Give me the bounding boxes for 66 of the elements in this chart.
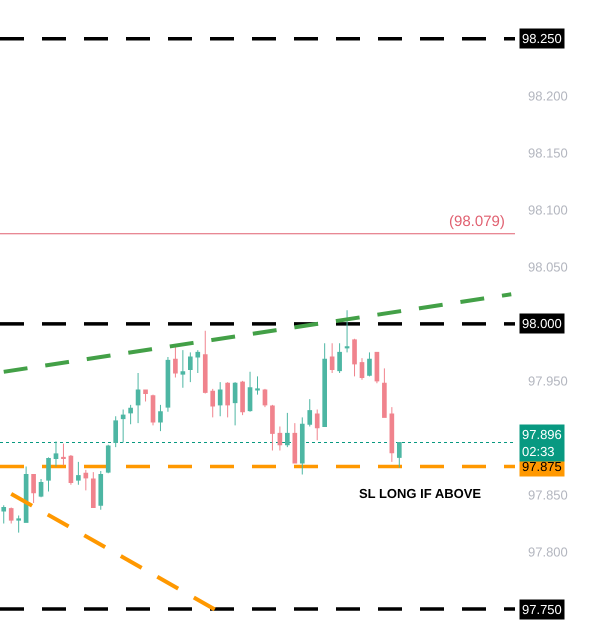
candlestick (374, 352, 380, 384)
ref-line-label: 97.896 02:33 (522, 427, 562, 459)
candlestick (195, 350, 200, 374)
candlestick (352, 338, 357, 377)
candlestick (262, 388, 268, 408)
y-tick-label: 98.050 (528, 259, 568, 274)
candlestick (158, 404, 163, 432)
candlestick (360, 358, 364, 380)
candlestick (367, 352, 372, 377)
candlestick (143, 390, 148, 402)
candlestick (240, 380, 245, 416)
candlestick (46, 456, 51, 492)
candlestick (31, 474, 36, 504)
candlestick (322, 342, 327, 428)
candlestick (330, 342, 334, 374)
candlestick (76, 461, 81, 486)
candlestick (113, 416, 118, 448)
candlestick (128, 404, 133, 425)
y-tick-label: 98.200 (528, 88, 568, 104)
candlestick (188, 352, 193, 383)
candlestick (210, 388, 216, 418)
candlestick (218, 382, 223, 417)
candlestick (166, 356, 170, 412)
candlestick (150, 394, 156, 426)
candlestick (98, 470, 104, 510)
y-tick-label: 97.800 (528, 544, 568, 560)
y-tick-label: 98.100 (528, 202, 568, 218)
candlestick (202, 330, 208, 394)
y-tick-label: 97.850 (528, 488, 568, 503)
candlestick (396, 442, 402, 468)
candlestick (106, 444, 111, 474)
candlestick (278, 426, 282, 451)
y-tick-label: 97.950 (528, 373, 568, 388)
ref-line-label: 98.000 (522, 316, 562, 331)
candlestick (292, 422, 298, 464)
candlestick (1, 504, 6, 524)
candlestick (270, 404, 275, 451)
candlestick (344, 310, 350, 353)
candlestick (136, 372, 140, 424)
candlestick (300, 416, 305, 475)
candlestick (8, 507, 14, 524)
candlestick (68, 454, 74, 486)
candlestick (248, 371, 252, 412)
candlestick (285, 412, 290, 448)
candlestick (16, 515, 21, 534)
candlestick (314, 408, 320, 441)
annotation: SL LONG IF ABOVE (359, 486, 482, 501)
candlestick (307, 398, 312, 428)
y-tick-label: 98.150 (528, 145, 568, 160)
candlestick (390, 406, 394, 462)
candlestick (90, 472, 96, 508)
candlestick (38, 478, 44, 498)
ref-line-label: (98.079) (449, 213, 505, 230)
candlestick (61, 443, 66, 466)
candlestick (337, 342, 342, 374)
candlestick (382, 368, 387, 418)
candlestick (54, 440, 58, 467)
ref-line-label: 98.250 (522, 31, 562, 46)
candlestick (120, 408, 126, 444)
ref-line-label: 97.750 (522, 602, 562, 617)
candlestick (225, 382, 230, 418)
candlestick (84, 469, 88, 491)
candlestick (255, 376, 260, 396)
ref-line-label: 97.875 (522, 459, 562, 474)
candlestick (180, 350, 186, 388)
candlestick (232, 382, 238, 426)
